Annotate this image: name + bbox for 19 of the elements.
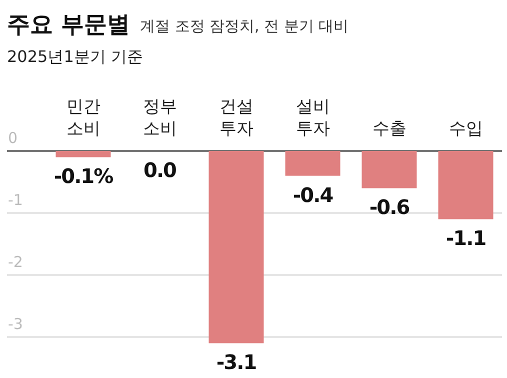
subtitle: 계절 조정 잠정치, 전 분기 대비	[140, 17, 349, 35]
ytick: -1	[8, 191, 23, 209]
annotation: 2025년1분기 기준	[7, 47, 143, 66]
value-label: -0.1%	[54, 164, 113, 188]
value-label: -3.1	[216, 350, 256, 374]
ytick: 0	[8, 129, 18, 147]
ytick: -3	[8, 315, 23, 333]
category: 정부 소비	[142, 97, 177, 139]
value-label: 0.0	[144, 158, 176, 182]
category: 수입	[448, 119, 483, 139]
title: 주요 부문별	[7, 12, 130, 38]
category: 건설 투자	[219, 97, 254, 139]
value-label: -0.4	[292, 182, 333, 207]
value-label: -0.6	[369, 195, 410, 220]
category: 민간 소비	[66, 97, 100, 139]
value-label: -1.1	[446, 226, 486, 250]
category: 설비 투자	[296, 97, 330, 139]
ytick: -2	[8, 253, 23, 271]
category: 수출	[372, 119, 406, 139]
